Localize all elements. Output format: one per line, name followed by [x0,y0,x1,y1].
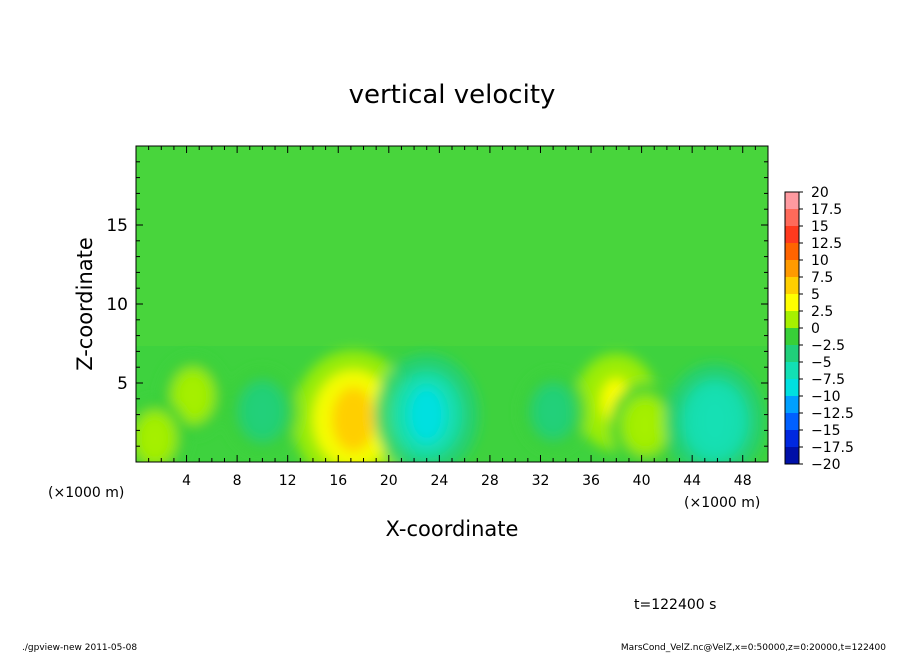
colorbar-label: 5 [811,287,820,303]
feature-core [332,387,375,452]
colorbar-swatch [785,413,799,431]
y-axis: 5 10 15 [106,161,768,447]
plot-area [136,146,768,462]
x-tick-label: 36 [582,473,600,489]
feature-core [632,405,659,446]
footer-left: ./gpview-new 2011-05-08 [22,643,137,653]
x-tick-label: 8 [233,473,242,489]
colorbar-label: −7.5 [811,372,845,388]
colorbar-swatch [785,209,799,227]
colorbar-swatch [785,328,799,346]
colorbar-label: 12.5 [811,236,842,252]
colorbar-swatch [785,362,799,380]
colorbar-swatch [785,260,799,278]
feature-core [697,394,733,448]
x-tick-label: 32 [532,473,550,489]
colorbar-label: −17.5 [811,440,854,456]
velocity-features [136,349,765,462]
x-tick-label: 40 [633,473,651,489]
y-tick-label: 15 [106,216,128,236]
colorbar-label: 15 [811,219,829,235]
feature-core [541,392,565,431]
feature-core [408,386,446,443]
chart-title: vertical velocity [349,80,556,110]
x-unit-right: (×1000 m) [684,495,760,511]
colorbar-swatch [785,277,799,295]
colorbar-swatch [785,396,799,414]
x-tick-label: 28 [481,473,499,489]
feature-core [143,419,167,457]
colorbar-swatch [785,192,799,210]
colorbar-swatch [785,430,799,448]
colorbar-label: 10 [811,253,829,269]
colorbar-label: −5 [811,355,832,371]
x-unit-left: (×1000 m) [48,485,124,501]
colorbar-swatch [785,447,799,465]
x-axis: 4 8 12 16 20 24 28 32 36 40 44 48 [148,146,756,489]
y-tick-label: 10 [106,295,128,315]
colorbar: 2017.51512.5107.552.50−2.5−5−7.5−10−12.5… [784,185,854,473]
x-tick-label: 20 [380,473,398,489]
x-tick-label: 44 [683,473,701,489]
x-axis-label: X-coordinate [386,517,519,541]
y-tick-label: 5 [117,374,128,394]
colorbar-swatch [785,243,799,261]
colorbar-swatch [785,294,799,312]
colorbar-label: −20 [811,457,841,473]
colorbar-label: 20 [811,185,829,201]
colorbar-label: −2.5 [811,338,845,354]
feature-core [181,377,205,415]
x-tick-label: 4 [182,473,191,489]
colorbar-label: 7.5 [811,270,833,286]
colorbar-label: −10 [811,389,841,405]
footer-right: MarsCond_VelZ.nc@VelZ,x=0:50000,z=0:2000… [621,643,886,653]
colorbar-label: 0 [811,321,820,337]
upper-field-band [136,146,768,346]
x-tick-label: 48 [734,473,752,489]
colorbar-label: −15 [811,423,841,439]
colorbar-swatch [785,379,799,397]
x-tick-label: 24 [430,473,448,489]
time-label: t=122400 s [634,597,716,613]
colorbar-label: 2.5 [811,304,833,320]
colorbar-label: −12.5 [811,406,854,422]
feature-core [249,391,276,432]
colorbar-label: 17.5 [811,202,842,218]
x-tick-label: 12 [279,473,297,489]
y-axis-label: Z-coordinate [73,237,97,371]
x-tick-label: 16 [329,473,347,489]
colorbar-swatch [785,226,799,244]
colorbar-swatch [785,345,799,363]
colorbar-swatch [785,311,799,329]
